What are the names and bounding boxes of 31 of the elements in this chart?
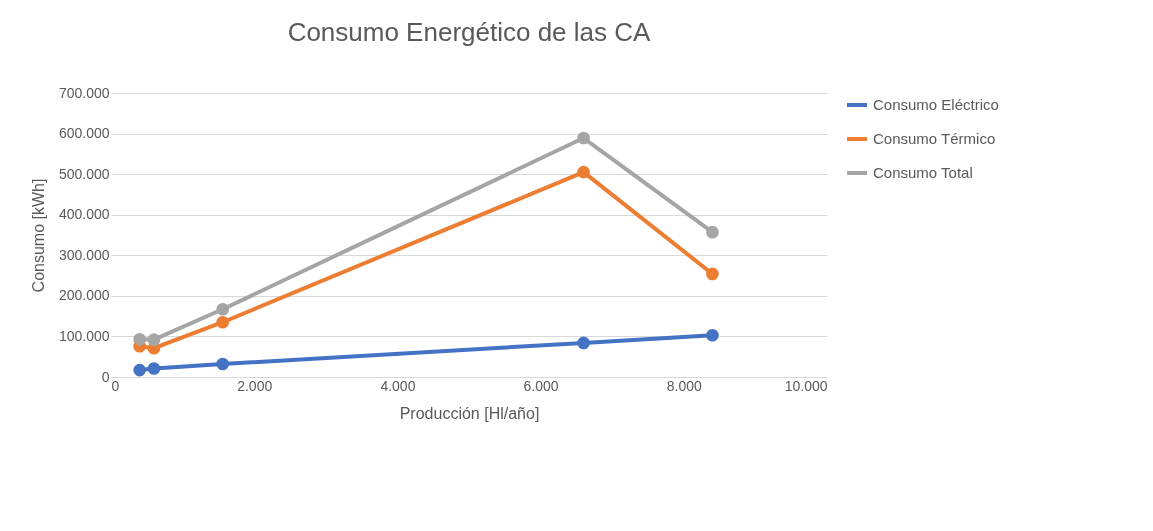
- point: [133, 363, 146, 377]
- point: [216, 357, 230, 371]
- y-tick-label: 600.000: [58, 125, 110, 142]
- y-tick-label: 100.000: [58, 327, 110, 344]
- point: [147, 362, 161, 375]
- point: [577, 131, 590, 145]
- x-axis-title: Producción [Hl/año]: [399, 404, 540, 422]
- y-tick-label: 300.000: [58, 246, 110, 263]
- x-tick-label: 6.000: [523, 377, 559, 394]
- point: [706, 267, 719, 281]
- y-tick-label: 500.000: [58, 165, 110, 182]
- x-tick-label: 10.000: [784, 377, 828, 394]
- point: [577, 336, 590, 350]
- point: [133, 332, 146, 346]
- point: [216, 302, 230, 316]
- point: [147, 333, 161, 346]
- x-tick-label: 2.000: [237, 377, 273, 394]
- legend-label: Consumo Eléctrico: [873, 96, 999, 113]
- x-tick-label: 8.000: [666, 377, 703, 394]
- x-tick-label: 4.000: [380, 377, 416, 394]
- y-tick-label: 700.000: [58, 84, 110, 101]
- point: [216, 315, 230, 329]
- y-tick-label: 400.000: [58, 206, 110, 223]
- legend-label: Consumo Total: [873, 164, 973, 181]
- y-tick-label: 200.000: [58, 287, 110, 304]
- point: [577, 165, 590, 179]
- legend-label: Consumo Térmico: [873, 130, 996, 147]
- point: [706, 328, 719, 342]
- chart-title: Consumo Energético de las CA: [287, 17, 652, 47]
- point: [706, 225, 719, 239]
- y-axis-title: Consumo [kWh]: [29, 178, 47, 293]
